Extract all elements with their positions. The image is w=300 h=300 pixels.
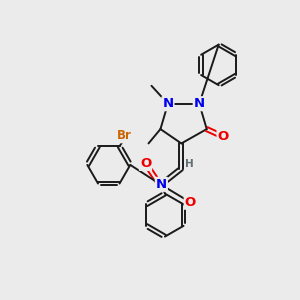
Text: N: N (162, 97, 173, 110)
Text: O: O (140, 157, 151, 170)
Text: N: N (194, 97, 205, 110)
Text: Br: Br (117, 129, 131, 142)
Text: H: H (185, 159, 194, 169)
Text: N: N (156, 178, 167, 191)
Text: O: O (185, 196, 196, 209)
Text: O: O (218, 130, 229, 143)
